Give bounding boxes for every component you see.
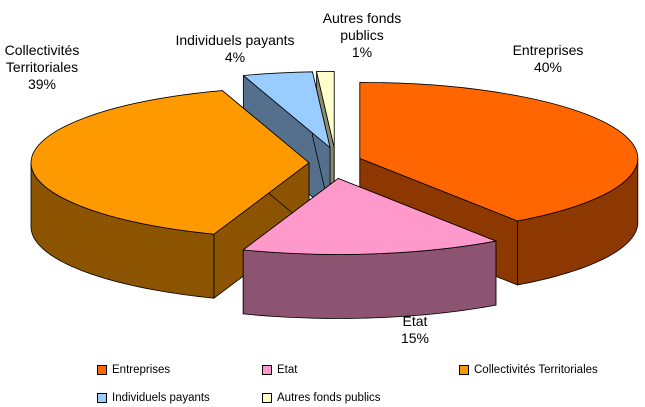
slice-label: Autres fonds publics 1%: [317, 10, 407, 61]
slice-name: Autres fonds publics: [322, 10, 402, 43]
legend-label: Etat: [277, 364, 298, 376]
legend-entry: Collectivités Territoriales: [459, 364, 598, 376]
legend-label: Individuels payants: [112, 392, 210, 404]
legend-swatch: [97, 365, 107, 375]
slice-name: Individuels payants: [175, 32, 295, 48]
legend-swatch: [97, 393, 107, 403]
legend-entry: Etat: [262, 364, 297, 376]
slice-name: Collectivités Territoriales: [4, 42, 80, 75]
legend-swatch: [262, 393, 272, 403]
slice-value: 39%: [27, 76, 57, 92]
slice: [30, 90, 310, 235]
slice-label: Collectivités Territoriales 39%: [0, 42, 97, 93]
slice-value: 15%: [400, 330, 430, 346]
slice: [316, 71, 335, 148]
legend-label: Autres fonds publics: [277, 392, 381, 404]
slice-label: Individuels payants 4%: [160, 32, 310, 66]
slice-name: Entreprises: [512, 42, 584, 58]
legend-entry: Individuels payants: [97, 392, 210, 404]
legend-label: Entreprises: [112, 364, 171, 376]
slice-label: Entreprises 40%: [493, 42, 603, 76]
slice: [242, 178, 497, 255]
legend-entry: Entreprises: [97, 364, 170, 376]
legend-label: Collectivités Territoriales: [474, 364, 598, 376]
slice: [359, 81, 639, 222]
legend-swatch: [459, 365, 469, 375]
slice-label: Etat 15%: [375, 313, 455, 347]
slice: [242, 71, 331, 149]
slice-name: Etat: [402, 313, 428, 329]
slice-value: 40%: [533, 59, 563, 75]
slice-value: 4%: [224, 49, 246, 65]
slice-value: 1%: [351, 44, 373, 60]
legend-entry: Autres fonds publics: [262, 392, 381, 404]
legend-swatch: [262, 365, 272, 375]
